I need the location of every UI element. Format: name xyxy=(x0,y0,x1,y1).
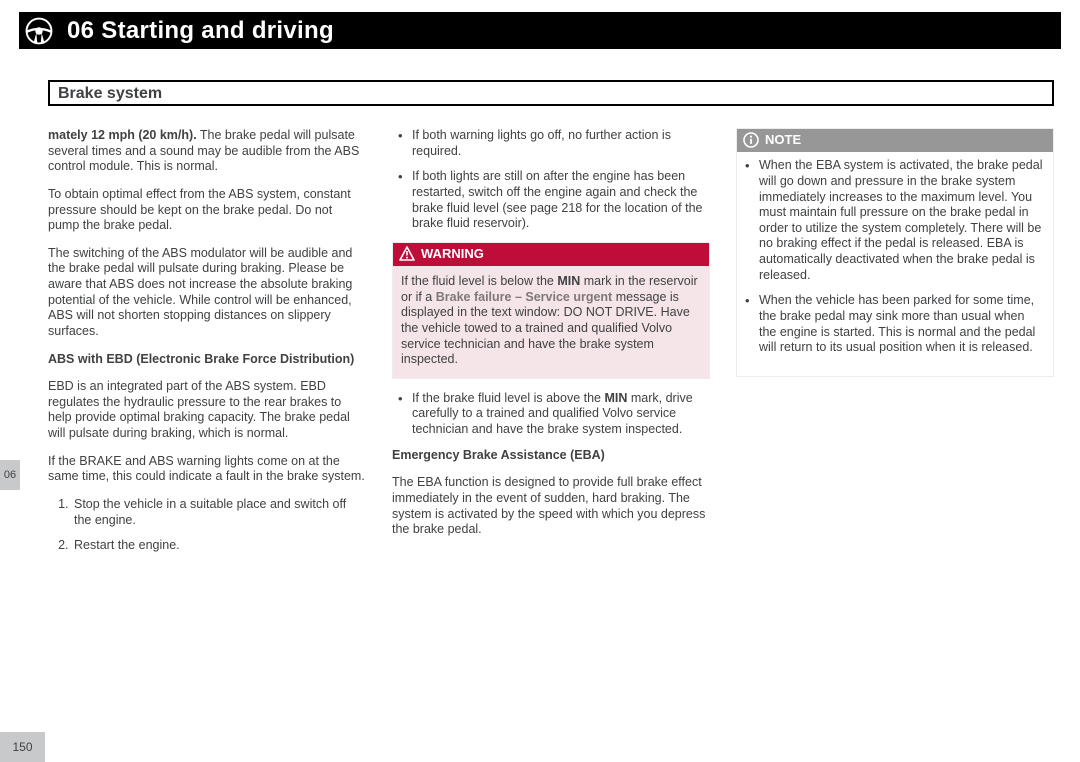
note-li1: When the EBA system is activated, the br… xyxy=(739,158,1045,283)
section-title: Brake system xyxy=(48,80,1054,106)
note-li2: When the vehicle has been parked for som… xyxy=(739,293,1045,356)
para-abs-intro: mately 12 mph (20 km/h). The brake pedal… xyxy=(48,128,366,175)
bold-lead: mately 12 mph (20 km/h). xyxy=(48,128,197,142)
side-tab-label: 06 xyxy=(4,469,16,481)
warning-header: WARNING xyxy=(393,243,709,266)
subhead-ebd: ABS with EBD (Electronic Brake Force Dis… xyxy=(48,352,366,368)
column-1: mately 12 mph (20 km/h). The brake pedal… xyxy=(48,128,366,702)
bullet-list-min: If the brake fluid level is above the MI… xyxy=(392,391,710,438)
steps-list: Stop the vehicle in a suitable place and… xyxy=(48,497,366,554)
warning-label: WARNING xyxy=(421,246,484,262)
para-abs-modulator: The switching of the ABS modulator will … xyxy=(48,246,366,340)
warn-min: MIN xyxy=(557,274,580,288)
warning-box: WARNING If the fluid level is below the … xyxy=(392,242,710,379)
content-columns: mately 12 mph (20 km/h). The brake pedal… xyxy=(48,128,1054,702)
li3a: If the brake fluid level is above the xyxy=(412,391,604,405)
subhead-eba: Emergency Brake Assistance (EBA) xyxy=(392,448,710,464)
step-1: Stop the vehicle in a suitable place and… xyxy=(72,497,366,528)
step-2: Restart the engine. xyxy=(72,538,366,554)
note-header: NOTE xyxy=(737,129,1053,152)
page-number-text: 150 xyxy=(12,740,32,754)
page-number: 150 xyxy=(0,732,45,762)
para-ebd: EBD is an integrated part of the ABS sys… xyxy=(48,379,366,442)
warning-body: If the fluid level is below the MIN mark… xyxy=(393,266,709,378)
bullet-lights-off: If both warning lights go off, no furthe… xyxy=(392,128,710,159)
bullet-list-lights: If both warning lights go off, no furthe… xyxy=(392,128,710,232)
info-icon xyxy=(743,132,759,148)
para-eba: The EBA function is designed to provide … xyxy=(392,475,710,538)
note-label: NOTE xyxy=(765,132,801,148)
bullet-lights-on: If both lights are still on after the en… xyxy=(392,169,710,232)
note-box: NOTE When the EBA system is activated, t… xyxy=(736,128,1054,377)
note-body: When the EBA system is activated, the br… xyxy=(737,152,1053,376)
section-title-text: Brake system xyxy=(58,85,162,103)
steering-wheel-icon xyxy=(21,13,57,49)
column-3: NOTE When the EBA system is activated, t… xyxy=(736,128,1054,702)
chapter-side-tab: 06 xyxy=(0,460,20,490)
chapter-header: 06 Starting and driving xyxy=(19,12,1061,49)
column-2: If both warning lights go off, no furthe… xyxy=(392,128,710,702)
li3-min: MIN xyxy=(604,391,627,405)
note-list: When the EBA system is activated, the br… xyxy=(739,158,1045,356)
warn-grey-link: Brake failure – Service urgent xyxy=(436,290,612,304)
warn-text-a: If the fluid level is below the xyxy=(401,274,557,288)
chapter-title: 06 Starting and driving xyxy=(67,17,334,45)
bullet-above-min: If the brake fluid level is above the MI… xyxy=(392,391,710,438)
para-abs-usage: To obtain optimal effect from the ABS sy… xyxy=(48,187,366,234)
para-brake-abs-lights: If the BRAKE and ABS warning lights come… xyxy=(48,454,366,485)
warning-triangle-icon xyxy=(399,246,415,262)
